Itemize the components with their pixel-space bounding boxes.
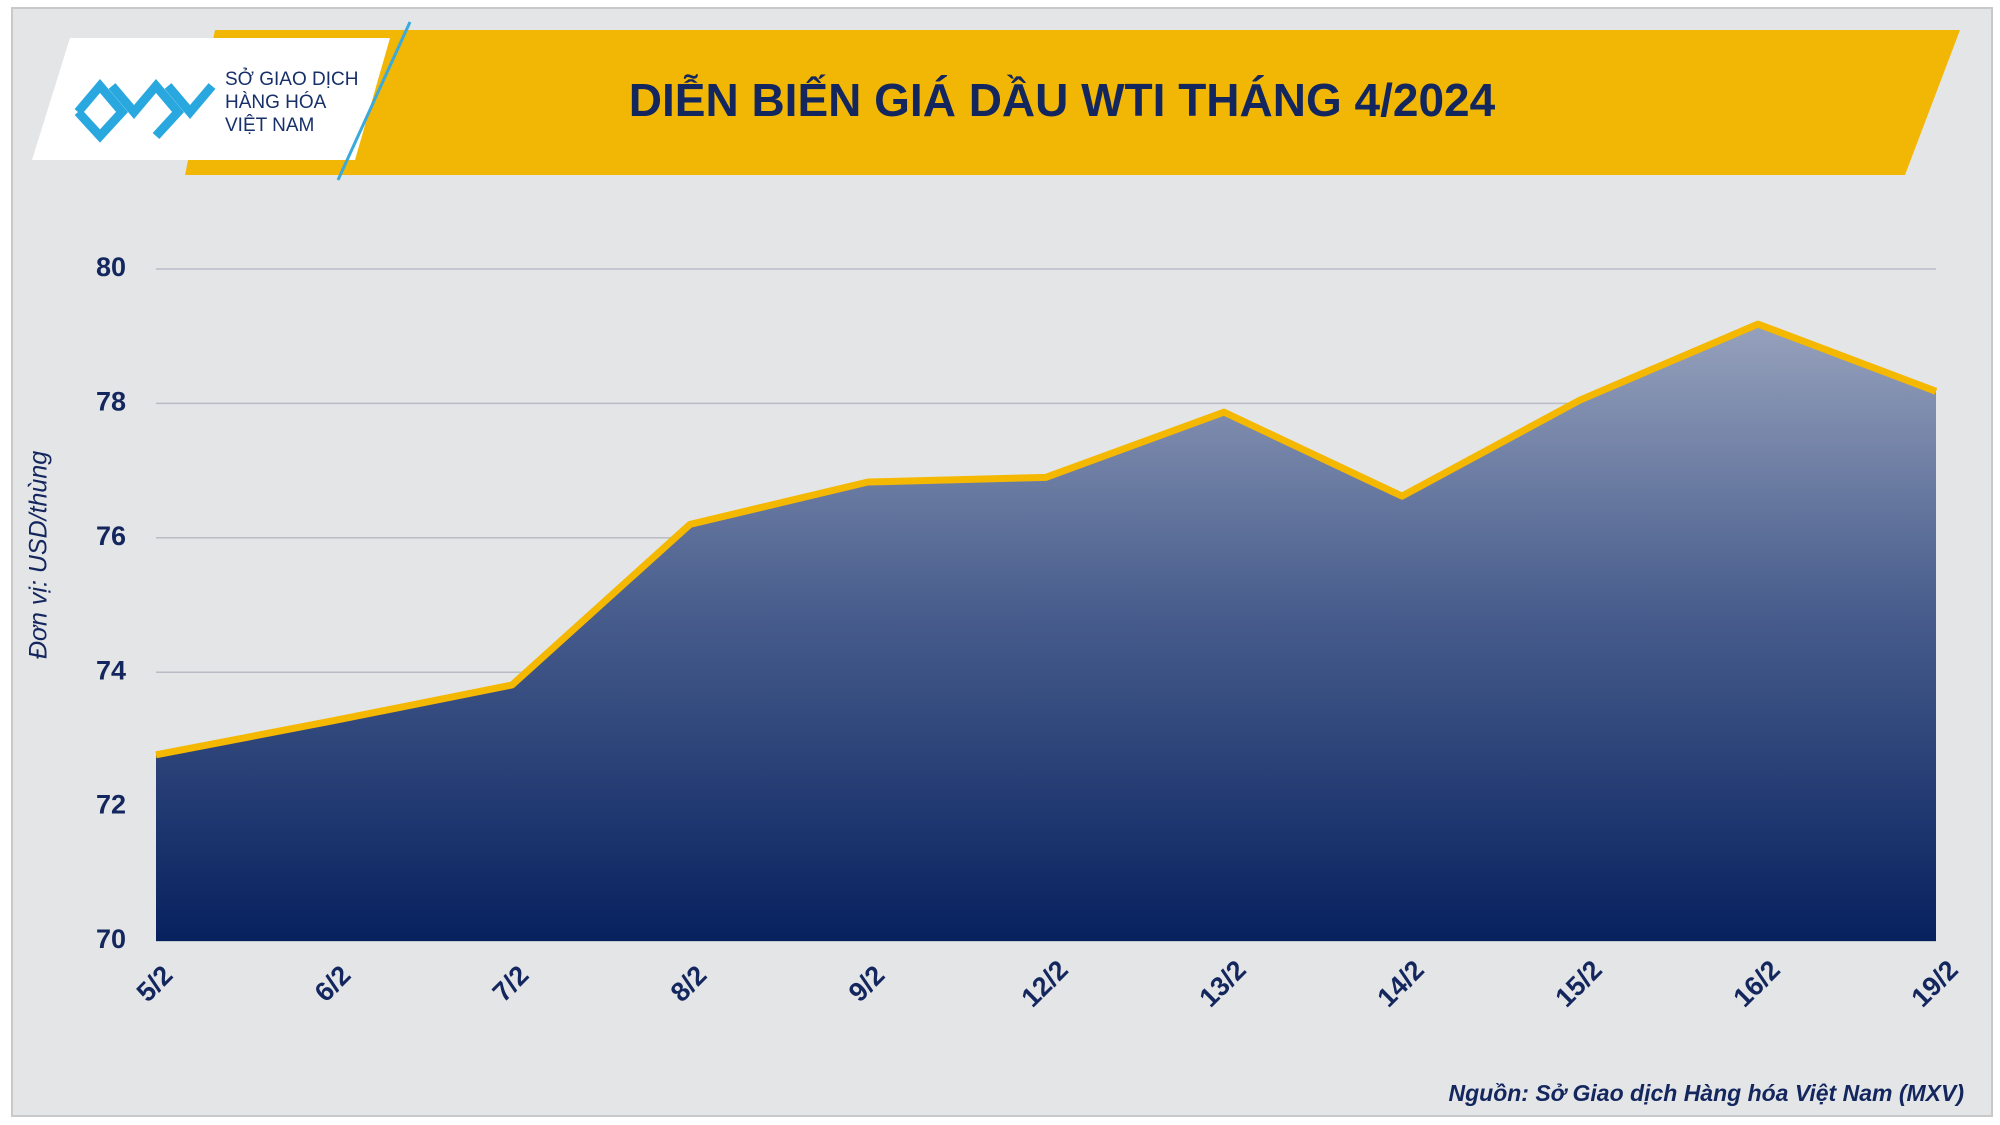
logo-box	[32, 38, 390, 160]
y-axis-label: Đơn vị: USD/thùng	[25, 451, 53, 659]
y-tick-label: 80	[96, 252, 126, 282]
source-note: Nguồn: Sở Giao dịch Hàng hóa Việt Nam (M…	[1448, 1080, 1964, 1106]
line	[155, 320, 1938, 759]
logo-text: HÀNG HÓA	[225, 91, 327, 113]
logo-mark	[74, 79, 216, 143]
y-tick-label: 72	[96, 790, 126, 820]
title-banner	[185, 30, 1960, 175]
y-tick-label: 76	[96, 521, 126, 551]
area-fill	[156, 324, 1936, 941]
y-tick-label: 78	[96, 387, 126, 417]
logo-text: SỞ GIAO DỊCH	[225, 68, 358, 90]
logo-text: VIỆT NAM	[225, 114, 314, 136]
chart-title: DIỄN BIẾN GIÁ DẦU WTI THÁNG 4/2024	[629, 74, 1496, 126]
y-tick-label: 70	[96, 924, 126, 954]
logo-accent	[336, 21, 412, 181]
y-tick-label: 74	[96, 655, 126, 685]
